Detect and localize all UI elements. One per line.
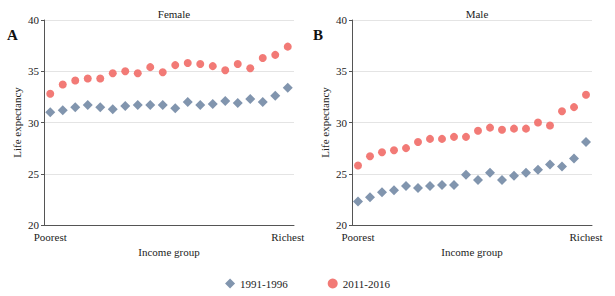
svg-text:Income group: Income group [138,246,200,258]
svg-text:20: 20 [336,219,348,231]
svg-text:40: 40 [28,14,40,26]
svg-text:Poorest: Poorest [34,231,67,243]
svg-text:30: 30 [28,117,40,129]
svg-text:Poorest: Poorest [342,231,375,243]
svg-text:Richest: Richest [570,231,603,243]
svg-text:B: B [313,27,323,43]
svg-text:40: 40 [336,14,348,26]
svg-text:Richest: Richest [271,231,304,243]
svg-text:Life expectancy: Life expectancy [11,87,23,158]
svg-text:35: 35 [336,65,348,77]
svg-text:1991-1996: 1991-1996 [240,278,288,290]
svg-text:Male: Male [466,8,489,20]
svg-text:35: 35 [28,65,40,77]
svg-text:Income group: Income group [441,246,503,258]
svg-text:Life expectancy: Life expectancy [319,87,331,158]
svg-text:Female: Female [158,8,190,20]
svg-text:2011-2016: 2011-2016 [343,278,391,290]
svg-text:25: 25 [336,168,348,180]
svg-text:25: 25 [28,168,40,180]
svg-text:A: A [7,27,18,43]
svg-text:20: 20 [28,219,40,231]
svg-text:30: 30 [336,117,348,129]
